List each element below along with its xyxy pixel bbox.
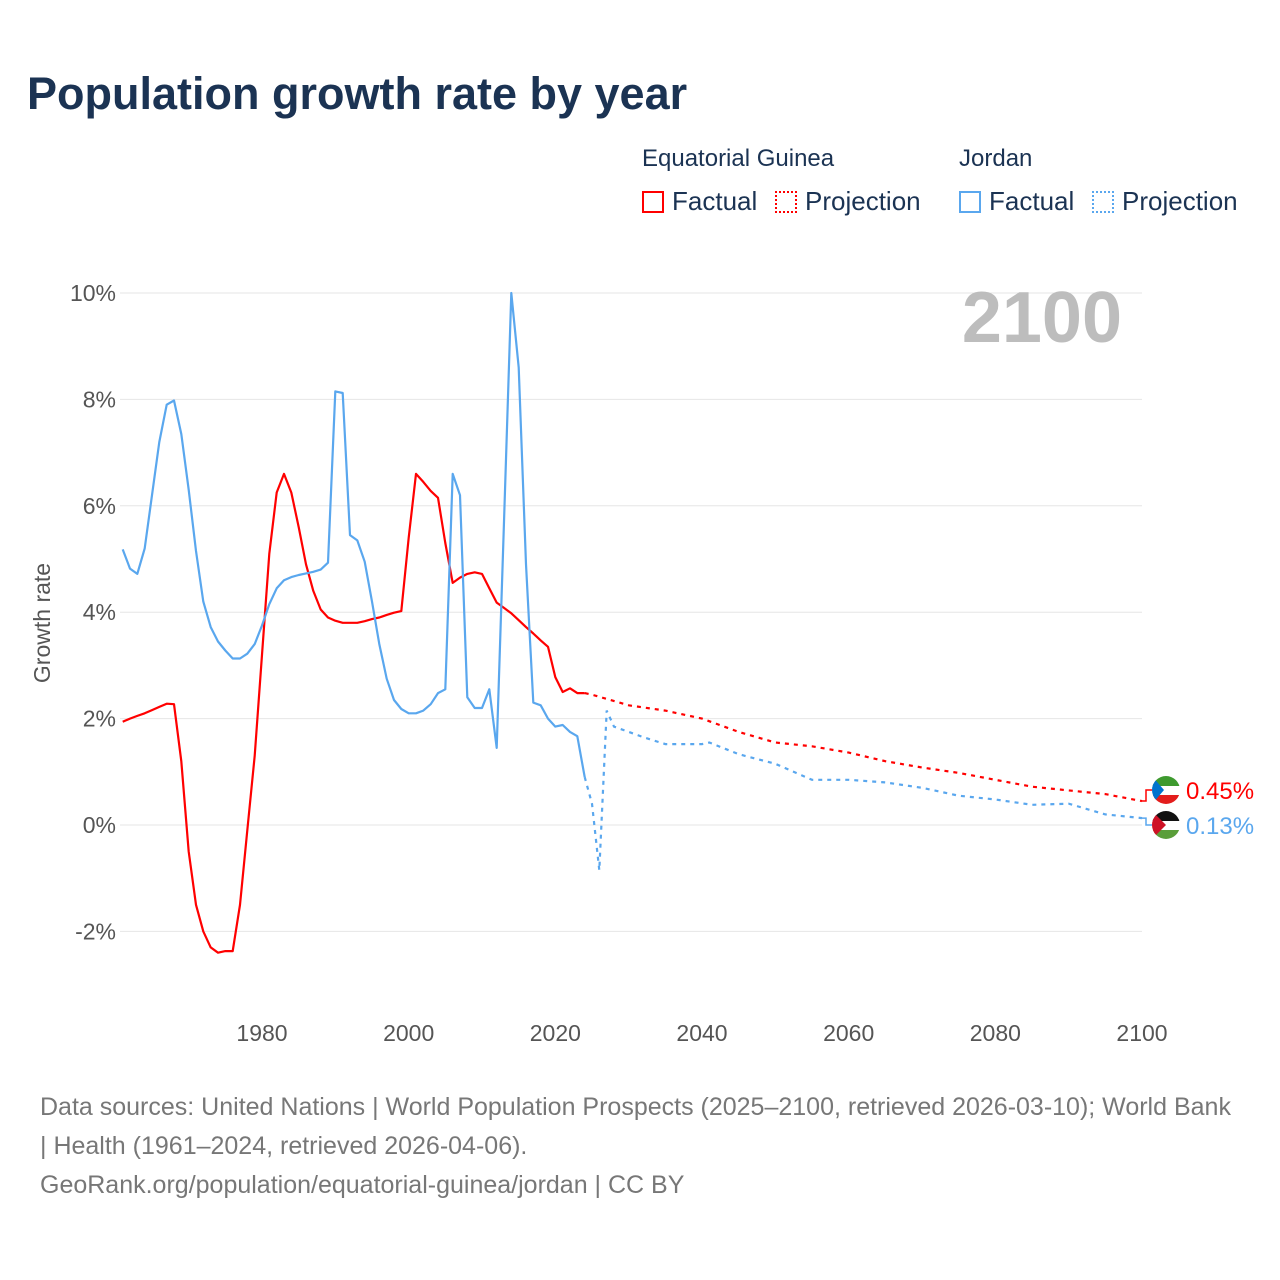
legend-group-jordan: Jordan (959, 145, 1033, 172)
jordan-factual-line (121, 291, 586, 778)
flag-jordan-icon (1152, 811, 1180, 839)
flag-triangle (1152, 811, 1166, 839)
source-link[interactable]: GeoRank.org/population/equatorial-guinea… (40, 1171, 685, 1199)
x-tick-label: 2060 (823, 1020, 874, 1046)
y-tick-label: 0% (83, 812, 116, 838)
flag-triangle (1152, 776, 1164, 804)
flag-stripe (1152, 795, 1180, 804)
footer: Data sources: United Nations | World Pop… (40, 1088, 1240, 1205)
legend-eg-projection[interactable]: Projection (775, 186, 921, 217)
y-tick-label: -2% (75, 918, 116, 944)
label-connector (1142, 817, 1152, 826)
x-tick-label: 1980 (236, 1020, 287, 1046)
x-tick-label: 2020 (530, 1020, 581, 1046)
flag-stripe (1152, 786, 1180, 795)
jordan-projection-line (583, 710, 1143, 871)
label-connector (1142, 789, 1152, 802)
legend-swatch-solid (959, 190, 981, 213)
legend-swatch-solid (642, 190, 664, 213)
legend-label: Factual (989, 186, 1075, 216)
legend-swatch-dotted (775, 190, 797, 213)
equatorial-guinea-factual-line (122, 472, 585, 954)
flag-body (1152, 776, 1180, 804)
legend-label: Projection (805, 186, 921, 216)
chart-title: Population growth rate by year (27, 68, 688, 119)
equatorial-guinea-projection-line (584, 692, 1143, 803)
y-tick-label: 4% (83, 599, 116, 625)
legend-label: Factual (672, 186, 758, 216)
x-tick-label: 2040 (676, 1020, 727, 1046)
legend-jordan-projection[interactable]: Projection (1092, 186, 1238, 217)
year-overlay: 2100 (962, 278, 1122, 358)
flag-stripe (1152, 830, 1180, 839)
x-tick-label: 2080 (970, 1020, 1021, 1046)
legend-jordan-factual[interactable]: Factual (959, 186, 1074, 217)
legend-eg-factual[interactable]: Factual (642, 186, 757, 217)
flag-body (1152, 811, 1180, 839)
legend-group-equatorial-guinea: Equatorial Guinea (642, 145, 835, 172)
equatorial-guinea-end-label: 0.45% (1186, 778, 1254, 805)
flag-stripe (1152, 821, 1180, 830)
x-tick-label: 2100 (1116, 1020, 1167, 1046)
y-tick-label: 8% (83, 386, 116, 412)
y-tick-label: 10% (70, 280, 116, 306)
x-tick-label: 2000 (383, 1020, 434, 1046)
flag-stripe (1152, 811, 1180, 821)
flag-equatorial-guinea-icon (1152, 776, 1180, 804)
flag-stripe (1152, 776, 1180, 786)
jordan-end-label: 0.13% (1186, 813, 1254, 840)
y-axis-label: Growth rate (29, 563, 55, 683)
y-tick-label: 6% (83, 493, 116, 519)
legend-label: Projection (1122, 186, 1238, 216)
legend-swatch-dotted (1092, 190, 1114, 213)
data-sources: Data sources: United Nations | World Pop… (40, 1093, 1231, 1160)
y-tick-label: 2% (83, 706, 116, 732)
